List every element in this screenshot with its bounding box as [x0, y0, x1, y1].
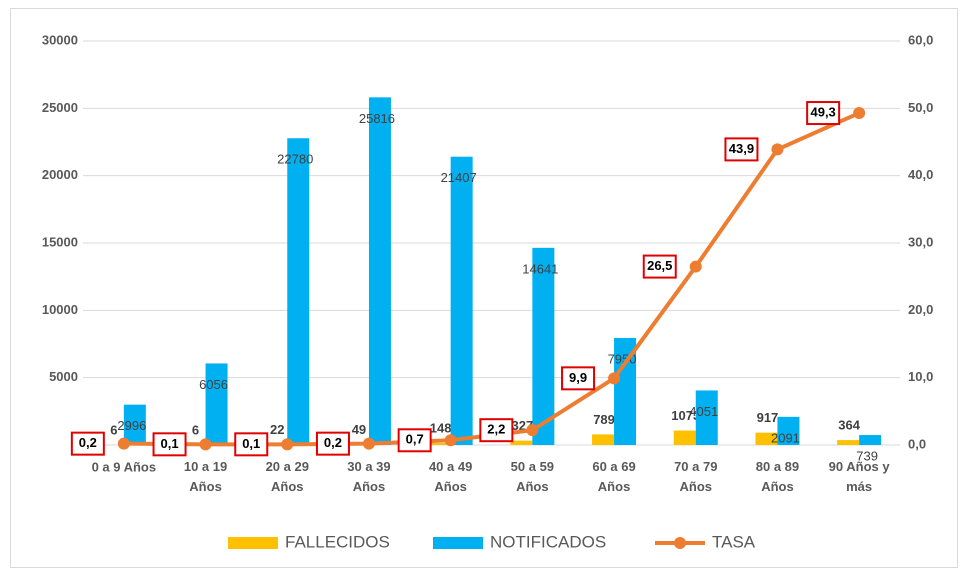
data-label: 1073: [671, 408, 700, 423]
data-label: 26,5: [647, 258, 672, 273]
x-tick-label: 40 a 49 Años: [429, 459, 472, 494]
line-point: [608, 372, 621, 385]
data-label: 0,2: [79, 435, 97, 450]
legend-label: FALLECIDOS: [285, 532, 390, 551]
data-label: 49,3: [810, 104, 835, 119]
y2-tick-label: 60,0: [908, 32, 933, 47]
bar: [592, 434, 615, 445]
data-label: 2091: [771, 430, 800, 445]
bar: [428, 443, 451, 445]
line-point: [281, 438, 294, 451]
label-box: [315, 431, 350, 456]
y2-tick-label: 10,0: [908, 369, 933, 384]
data-label: 2996: [117, 418, 146, 433]
line-point: [526, 424, 539, 437]
bar: [859, 435, 882, 445]
bar: [532, 247, 555, 445]
y-tick-label: 15000: [42, 234, 78, 249]
y-tick-label: 5000: [49, 369, 78, 384]
label-box: [70, 431, 105, 456]
y2-tick-label: 30,0: [908, 234, 933, 249]
chart-border: [10, 8, 958, 568]
label-box: [642, 254, 677, 279]
bar: [510, 440, 533, 445]
data-label: 4051: [689, 404, 718, 419]
x-tick-label: 0 a 9 Años: [92, 459, 157, 474]
bar: [450, 156, 473, 446]
bar: [205, 363, 228, 445]
data-label: 148: [430, 420, 452, 435]
y-tick-label: 10000: [42, 302, 78, 317]
data-label: 0,2: [324, 435, 342, 450]
data-label: 0,1: [161, 436, 179, 451]
data-label: 6056: [199, 377, 228, 392]
legend-label: TASA: [712, 532, 756, 551]
data-label: 0,1: [242, 436, 260, 451]
line-point: [853, 107, 866, 120]
data-label: 9,9: [569, 370, 587, 385]
label-box: [561, 366, 596, 391]
bar: [673, 430, 696, 445]
data-label: 6: [192, 422, 199, 437]
bar: [777, 416, 800, 445]
data-label: 6: [110, 422, 117, 437]
y-tick-label: 20000: [42, 167, 78, 182]
line-point: [199, 438, 212, 451]
legend-swatch: [433, 537, 483, 549]
data-label: 2,2: [487, 422, 505, 437]
bar: [614, 337, 637, 445]
label-box: [479, 418, 514, 443]
bar: [123, 404, 146, 445]
x-tick-label: 50 a 59 Años: [511, 459, 554, 494]
line-point: [444, 434, 457, 447]
data-label: 21407: [441, 170, 477, 185]
line-point: [117, 437, 130, 450]
x-tick-label: 80 a 89 Años: [756, 459, 799, 494]
data-label: 739: [856, 448, 878, 463]
bar: [368, 97, 391, 445]
legend-swatch: [228, 537, 278, 549]
data-label: 22: [270, 422, 284, 437]
x-tick-label: 60 a 69 Años: [592, 459, 635, 494]
y-tick-label: 30000: [42, 32, 78, 47]
line-point: [689, 260, 702, 273]
y2-tick-label: 20,0: [908, 302, 933, 317]
bar: [837, 440, 860, 445]
bar: [287, 138, 310, 445]
x-tick-label: 90 Años y más: [829, 459, 891, 494]
legend-label: NOTIFICADOS: [490, 532, 606, 551]
x-tick-label: 10 a 19 Años: [184, 459, 227, 494]
x-tick-label: 70 a 79 Años: [674, 459, 717, 494]
data-label: 364: [838, 418, 860, 433]
bar: [695, 390, 718, 445]
x-tick-label: 30 a 39 Años: [347, 459, 390, 494]
line-point: [771, 143, 784, 156]
label-box: [806, 101, 841, 126]
legend-swatch: [674, 537, 686, 549]
label-box: [397, 428, 432, 453]
data-label: 25816: [359, 111, 395, 126]
x-tick-label: 20 a 29 Años: [266, 459, 309, 494]
line-point: [362, 437, 375, 450]
data-label: 0,7: [406, 432, 424, 447]
data-label: 49: [352, 422, 366, 437]
y2-tick-label: 40,0: [908, 167, 933, 182]
data-label: 43,9: [729, 141, 754, 156]
label-box: [152, 432, 187, 457]
y-tick-label: 25000: [42, 100, 78, 115]
y2-tick-label: 0,0: [908, 436, 926, 451]
y2-tick-label: 50,0: [908, 100, 933, 115]
bar: [755, 432, 778, 445]
label-box: [234, 432, 269, 457]
data-label: 14641: [522, 261, 558, 276]
data-label: 789: [593, 412, 615, 427]
label-box: [724, 137, 759, 162]
data-label: 22780: [277, 152, 313, 167]
data-label: 917: [757, 410, 779, 425]
